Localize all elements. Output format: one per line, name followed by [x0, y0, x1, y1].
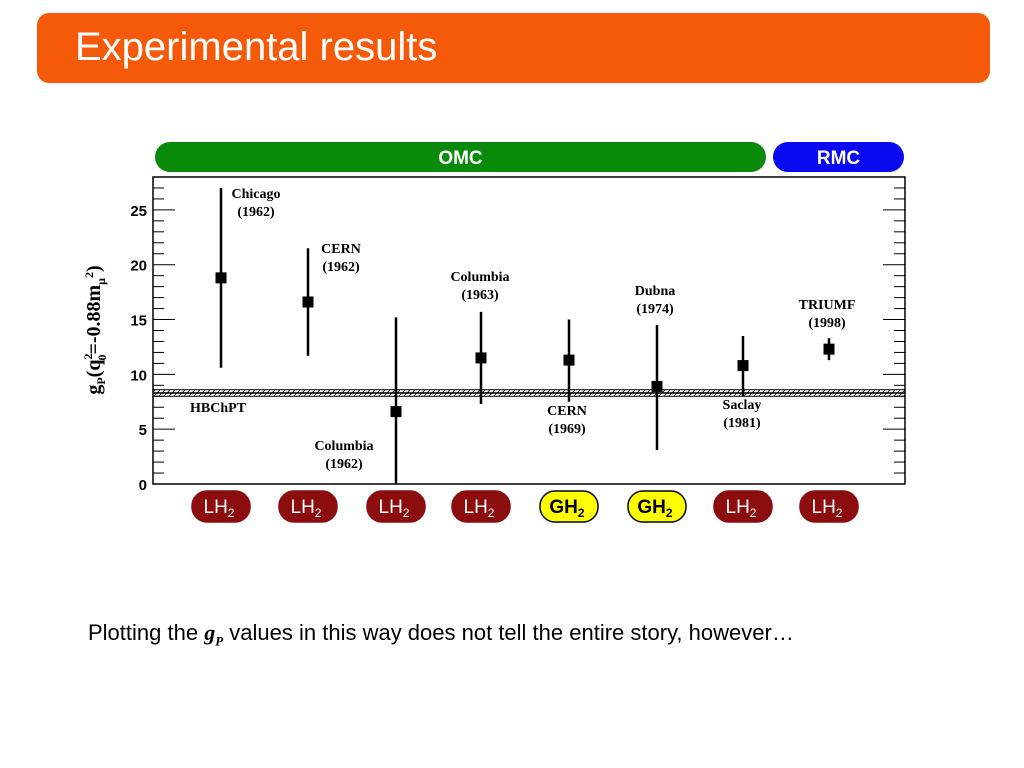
data-point	[823, 343, 835, 355]
data-point	[215, 272, 227, 284]
group-label-rmc: RMC	[817, 148, 861, 169]
point-label-name: CERN	[321, 242, 361, 257]
data-point	[390, 406, 402, 418]
caption-g: g	[204, 620, 216, 645]
target-badge	[539, 490, 599, 523]
caption-before: Plotting the	[88, 620, 199, 645]
slide-title: Experimental results	[75, 25, 438, 69]
point-label-year: (1974)	[636, 302, 674, 317]
caption-after: values in this way does not tell the ent…	[229, 620, 794, 645]
point-label-year: (1963)	[461, 288, 499, 303]
target-name: GH	[549, 497, 578, 518]
point-label-year: (1962)	[325, 457, 363, 472]
target-badge-label: LH2	[464, 497, 495, 520]
point-label-name: Saclay	[723, 398, 762, 413]
target-badge-label: LH2	[204, 497, 235, 520]
point-label-year: (1998)	[808, 316, 846, 331]
plot-border	[152, 176, 906, 485]
y-tick-label: 25	[130, 203, 147, 220]
y-tick-label: 0	[139, 477, 147, 494]
group-banners: OMC RMC	[155, 142, 904, 172]
target-badge	[451, 490, 511, 523]
target-name: LH	[464, 497, 488, 518]
target-badge-label: LH2	[812, 497, 843, 520]
data-points: Chicago (1962) CERN (1962) Columbia (1962) Col…	[215, 187, 856, 484]
y-tick-label: 5	[139, 422, 147, 439]
y-axis-label: gP(q20=-0.88mμ2)	[81, 265, 109, 394]
target-badge	[799, 490, 859, 523]
point-label-year: (1962)	[322, 260, 360, 275]
target-subscript: 2	[488, 506, 495, 520]
target-name: LH	[812, 497, 836, 518]
target-badge	[366, 490, 426, 523]
target-name: GH	[637, 497, 666, 518]
target-badge-label: LH2	[379, 497, 410, 520]
theory-band: HBChPT	[152, 389, 906, 416]
target-name: LH	[291, 497, 315, 518]
point-label-year: (1962)	[237, 205, 275, 220]
target-name: LH	[726, 497, 750, 518]
caption-gp-symbol: gP	[204, 620, 224, 649]
y-tick-label: 15	[130, 313, 147, 330]
point-label-year: (1981)	[723, 416, 761, 431]
point-label-name: TRIUMF	[799, 298, 856, 313]
target-subscript: 2	[750, 506, 757, 520]
y-tick-label: 20	[130, 258, 147, 275]
chart: OMC RMC 0 5 10 15 20 25 HBChPT Chicago (1962) CE…	[81, 142, 906, 523]
axis-ticks: 0 5 10 15 20 25	[130, 187, 905, 494]
point-label-year: (1969)	[548, 422, 586, 437]
target-badge	[627, 490, 687, 523]
data-point	[563, 354, 575, 366]
point-label-name: Columbia	[450, 270, 509, 285]
target-badge	[713, 490, 773, 523]
target-name: LH	[204, 497, 228, 518]
target-badge-label: LH2	[726, 497, 757, 520]
target-badge-label: LH2	[291, 497, 322, 520]
caption: Plotting the gP values in this way does …	[88, 620, 988, 649]
target-subscript: 2	[315, 506, 322, 520]
target-badges: LH2 LH2 LH2 LH2 GH2 GH2 LH2 LH2	[191, 490, 859, 523]
plot-frame	[152, 176, 906, 485]
target-subscript: 2	[836, 506, 843, 520]
y-tick-label: 10	[130, 367, 147, 384]
group-banner-rmc	[773, 142, 904, 172]
target-subscript: 2	[578, 506, 585, 520]
target-subscript: 2	[403, 506, 410, 520]
point-label-name: Columbia	[314, 439, 373, 454]
data-point	[475, 352, 487, 364]
target-subscript: 2	[666, 506, 673, 520]
target-name: LH	[379, 497, 403, 518]
target-badge-label: GH2	[637, 497, 673, 520]
point-label-name: Chicago	[232, 187, 281, 202]
data-point	[737, 360, 749, 372]
caption-g-sub: P	[215, 633, 224, 649]
group-banner-omc	[155, 142, 766, 172]
point-label-name: CERN	[547, 404, 587, 419]
data-point	[302, 296, 314, 308]
target-badge-label: GH2	[549, 497, 585, 520]
target-badge	[278, 490, 338, 523]
point-label-name: Dubna	[635, 284, 675, 299]
target-subscript: 2	[228, 506, 235, 520]
theory-label: HBChPT	[190, 401, 247, 416]
title-bar: Experimental results	[37, 13, 990, 83]
target-badge	[191, 490, 251, 523]
group-label-omc: OMC	[438, 148, 483, 169]
data-point	[651, 380, 663, 392]
